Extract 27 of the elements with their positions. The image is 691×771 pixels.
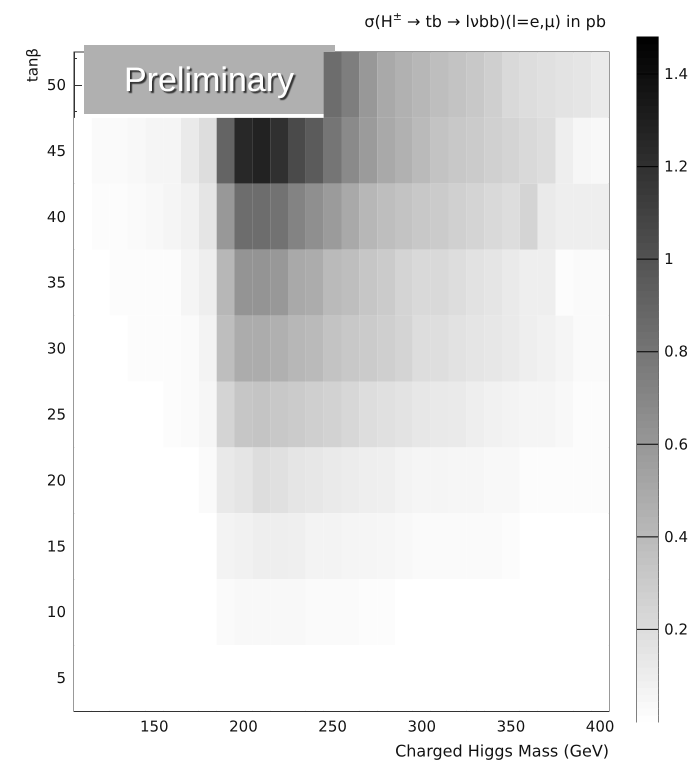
color-bar-label: 1.2 — [664, 158, 688, 176]
y-axis-title: tanβ — [24, 48, 42, 82]
chart-title: σ(H± → tb → lνbb)(l=e,μ) in pb — [364, 10, 606, 31]
x-axis-title: Charged Higgs Mass (GeV) — [395, 742, 609, 760]
color-bar-label: 1.4 — [664, 65, 688, 84]
y-tick-label: 15 — [46, 537, 66, 556]
x-tick-label: 300 — [407, 718, 436, 736]
color-bar-label: 0.6 — [664, 435, 688, 454]
y-tick-label: 50 — [46, 76, 66, 94]
x-tick-label: 350 — [496, 718, 526, 736]
annotation: Preliminary — [124, 61, 294, 99]
y-tick-label: 10 — [46, 603, 66, 622]
y-tick-label: 5 — [56, 669, 66, 688]
x-tick-label: 400 — [586, 718, 614, 736]
color-bar-label: 0.2 — [664, 620, 688, 638]
color-bar-label: 0.8 — [664, 342, 688, 361]
color-bar-label: 0.4 — [664, 528, 688, 546]
y-tick-label: 25 — [46, 405, 66, 424]
x-tick-label: 150 — [140, 718, 169, 736]
y-tick-label: 45 — [46, 142, 66, 160]
y-tick-label: 30 — [46, 340, 66, 358]
color-bar-label: 1 — [664, 250, 674, 268]
x-tick-label: 200 — [229, 718, 258, 736]
y-tick-label: 20 — [46, 471, 66, 490]
y-tick-label: 40 — [46, 208, 66, 226]
x-tick-label: 250 — [318, 718, 347, 736]
y-tick-label: 35 — [46, 274, 66, 292]
